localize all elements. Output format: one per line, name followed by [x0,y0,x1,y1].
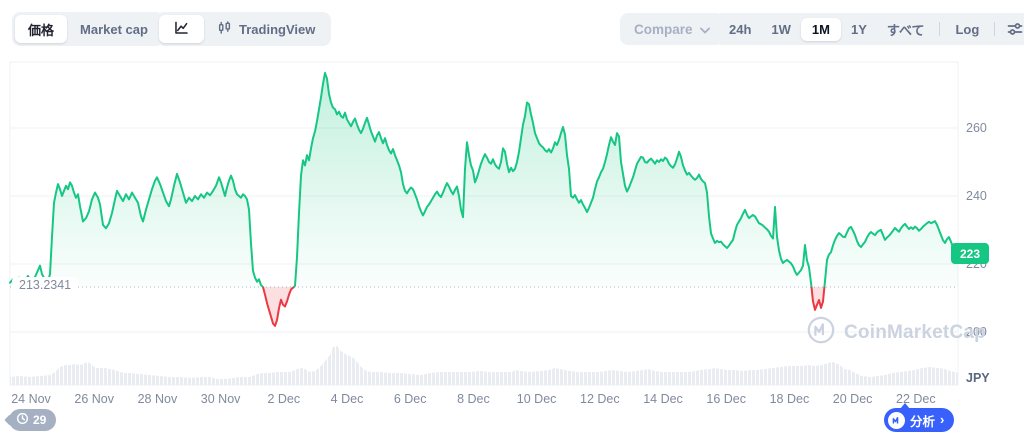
chevron-right-icon: › [940,412,945,427]
divider [994,22,996,36]
candlestick-icon [217,20,232,39]
range-button-24h[interactable]: 24h [729,21,752,37]
x-axis-label: 22 Dec [895,392,936,406]
toggle-market-cap[interactable]: Market cap [67,22,161,37]
toggle-tradingview[interactable]: TradingView [204,20,328,39]
x-axis-label: 20 Dec [832,392,873,406]
chevron-down-icon [699,22,710,37]
price-marketcap-toggle: 価格 Market cap [12,12,164,46]
range-selector: 24h 1W 1M 1Y すべて Log [714,13,1024,45]
price-chart[interactable] [0,60,1024,390]
analyze-button[interactable]: 分析 › [884,403,955,432]
x-axis: 24 Nov 26 Nov 28 Nov 30 Nov 2 Dec 4 Dec 6 Dec 8… [0,392,1024,408]
divider [939,22,941,36]
compare-button[interactable]: Compare [620,13,724,45]
range-button-1M[interactable]: 1M [800,17,841,41]
chart-settings-button[interactable] [1000,21,1024,37]
history-count-badge[interactable]: 29 [9,409,57,431]
compare-label: Compare [634,21,693,37]
x-axis-label: 24 Nov [11,392,51,406]
range-button-すべて[interactable]: すべて [886,22,925,38]
toggle-price-selected[interactable]: 価格 [15,15,68,43]
x-axis-label: 12 Dec [579,392,620,406]
toggle-line-chart-selected[interactable] [159,15,204,43]
x-axis-label: 6 Dec [393,392,427,406]
x-axis-label: 28 Nov [137,392,178,406]
x-axis-label: 26 Nov [74,392,114,406]
range-button-1W[interactable]: 1W [771,21,791,37]
x-axis-label: 16 Dec [706,392,746,406]
market-cap-label: Market cap [80,21,148,37]
baseline-price-label: 213.2341 [12,277,79,293]
log-scale-button[interactable]: Log [955,21,980,37]
y-axis-unit: JPY [966,371,990,385]
price-area-up [10,72,958,288]
price-toggle-label: 価格 [28,22,55,38]
x-axis-label: 2 Dec [267,392,301,406]
x-axis-label: 4 Dec [330,392,364,406]
x-axis-label: 8 Dec [457,392,490,406]
x-axis-label: 14 Dec [643,392,683,406]
x-axis-label: 18 Dec [769,392,810,406]
tradingview-label: TradingView [239,21,316,37]
volume-area [10,346,958,385]
line-chart-icon [173,19,190,39]
range-options: 24h 1W 1M 1Y すべて [719,17,934,41]
history-clock-icon [16,412,29,428]
price-line-up [9,71,958,288]
sliders-icon [1007,23,1023,35]
chart-view-toggle: TradingView [156,12,332,46]
x-axis-label: 30 Nov [200,392,241,406]
cmc-logo-icon-small [888,411,905,429]
x-axis-label: 10 Dec [516,392,557,406]
history-count: 29 [33,413,47,427]
range-button-1Y[interactable]: 1Y [850,21,867,37]
analyze-label: 分析 [910,414,936,429]
current-price-badge: 223 [951,243,989,264]
